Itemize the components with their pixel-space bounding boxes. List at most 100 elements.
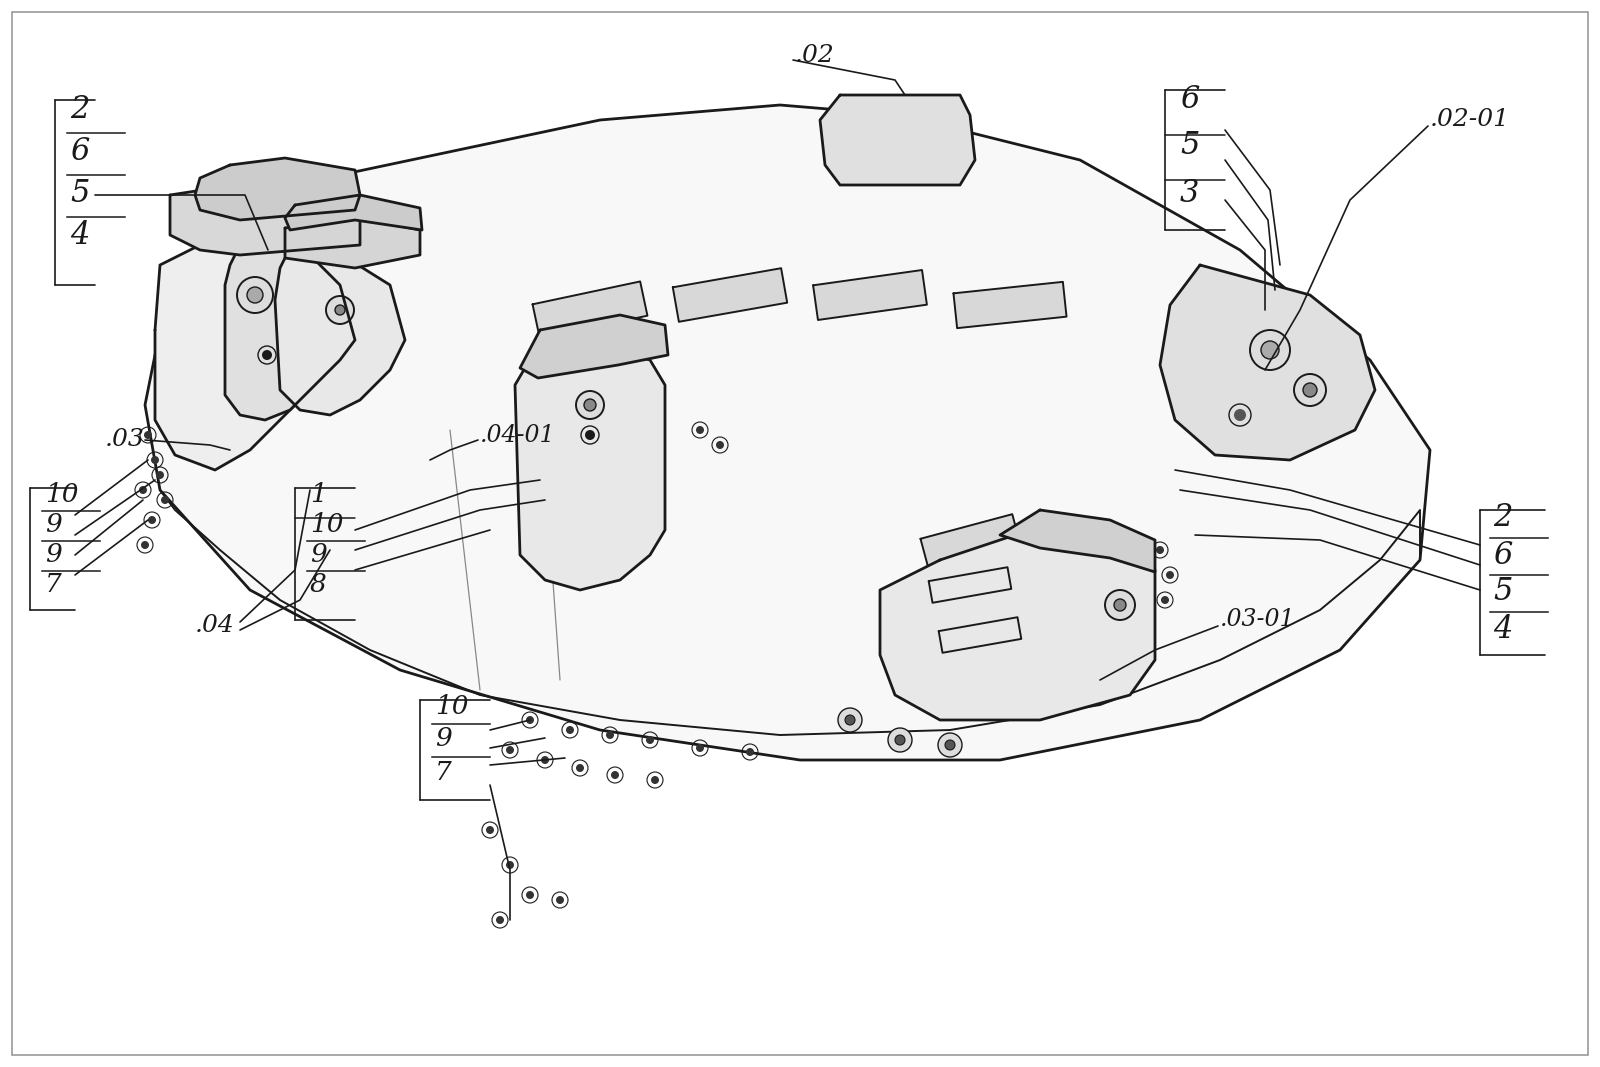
Polygon shape — [293, 174, 344, 196]
Polygon shape — [146, 105, 1430, 760]
Text: 9: 9 — [310, 541, 326, 567]
Polygon shape — [880, 520, 1155, 720]
Text: 7: 7 — [45, 572, 62, 596]
Circle shape — [496, 915, 504, 924]
Text: 5: 5 — [70, 178, 90, 209]
Polygon shape — [520, 315, 669, 378]
Circle shape — [1155, 546, 1165, 554]
Text: 9: 9 — [435, 727, 451, 751]
Circle shape — [150, 456, 158, 464]
Polygon shape — [939, 617, 1021, 653]
Circle shape — [1166, 571, 1174, 579]
Text: .03-01: .03-01 — [1221, 608, 1296, 632]
Polygon shape — [912, 120, 957, 140]
Text: 6: 6 — [1181, 84, 1200, 115]
Polygon shape — [960, 569, 1059, 621]
Polygon shape — [928, 568, 1011, 603]
Circle shape — [557, 896, 563, 904]
Circle shape — [717, 441, 723, 449]
Circle shape — [147, 516, 157, 524]
Polygon shape — [1000, 510, 1155, 572]
Text: 8: 8 — [310, 572, 326, 596]
Circle shape — [576, 391, 605, 419]
Text: 7: 7 — [435, 760, 451, 784]
Polygon shape — [813, 270, 926, 320]
Text: .04-01: .04-01 — [480, 424, 555, 446]
Text: 3: 3 — [1181, 177, 1200, 208]
Circle shape — [1114, 599, 1126, 611]
Text: .02-01: .02-01 — [1430, 109, 1510, 131]
Circle shape — [162, 496, 170, 504]
Circle shape — [1106, 590, 1134, 620]
Polygon shape — [920, 514, 1019, 566]
Circle shape — [845, 715, 854, 724]
Text: 5: 5 — [1493, 576, 1512, 607]
Text: 10: 10 — [310, 511, 344, 537]
Circle shape — [157, 471, 165, 479]
Circle shape — [506, 746, 514, 754]
Circle shape — [262, 350, 272, 360]
Polygon shape — [155, 240, 355, 469]
Polygon shape — [837, 120, 883, 140]
Polygon shape — [515, 350, 666, 590]
Text: 2: 2 — [70, 95, 90, 126]
Polygon shape — [672, 268, 787, 322]
Circle shape — [611, 771, 619, 779]
Polygon shape — [285, 218, 419, 268]
Circle shape — [541, 757, 549, 764]
Polygon shape — [1160, 265, 1374, 460]
Polygon shape — [195, 158, 360, 220]
Text: .03: .03 — [106, 429, 144, 451]
Polygon shape — [275, 248, 405, 415]
Circle shape — [651, 776, 659, 784]
Polygon shape — [226, 245, 355, 420]
Circle shape — [1234, 409, 1246, 421]
Circle shape — [326, 296, 354, 324]
Circle shape — [838, 708, 862, 732]
Text: 5: 5 — [1181, 129, 1200, 160]
Circle shape — [486, 826, 494, 834]
Circle shape — [576, 764, 584, 773]
Circle shape — [566, 726, 574, 734]
Circle shape — [139, 485, 147, 494]
Circle shape — [1261, 341, 1278, 359]
Text: 6: 6 — [1493, 540, 1512, 571]
Circle shape — [1162, 596, 1170, 604]
Circle shape — [144, 431, 152, 439]
Circle shape — [938, 733, 962, 757]
Circle shape — [141, 541, 149, 550]
Circle shape — [526, 891, 534, 899]
Circle shape — [894, 735, 906, 745]
Circle shape — [888, 728, 912, 752]
Circle shape — [1294, 375, 1326, 407]
Text: 1: 1 — [310, 482, 326, 508]
Circle shape — [584, 399, 595, 411]
Circle shape — [696, 744, 704, 752]
Text: 9: 9 — [45, 541, 62, 567]
Text: 2: 2 — [1493, 503, 1512, 534]
Circle shape — [526, 716, 534, 724]
Polygon shape — [819, 95, 974, 185]
Polygon shape — [954, 282, 1067, 329]
Text: 10: 10 — [435, 694, 469, 718]
Circle shape — [1302, 383, 1317, 397]
Circle shape — [586, 430, 595, 440]
Circle shape — [1250, 330, 1290, 370]
Polygon shape — [285, 195, 422, 230]
Circle shape — [696, 426, 704, 434]
Text: 6: 6 — [70, 137, 90, 168]
Circle shape — [946, 740, 955, 750]
Circle shape — [334, 305, 346, 315]
Circle shape — [646, 736, 654, 744]
Circle shape — [746, 748, 754, 757]
Text: .02: .02 — [795, 44, 835, 66]
Circle shape — [246, 287, 262, 303]
Text: 9: 9 — [45, 511, 62, 537]
Polygon shape — [170, 185, 360, 255]
Polygon shape — [224, 174, 280, 196]
Text: 4: 4 — [70, 221, 90, 252]
Circle shape — [606, 731, 614, 739]
Text: 10: 10 — [45, 481, 78, 507]
Circle shape — [237, 277, 274, 313]
Text: .04: .04 — [195, 614, 235, 637]
